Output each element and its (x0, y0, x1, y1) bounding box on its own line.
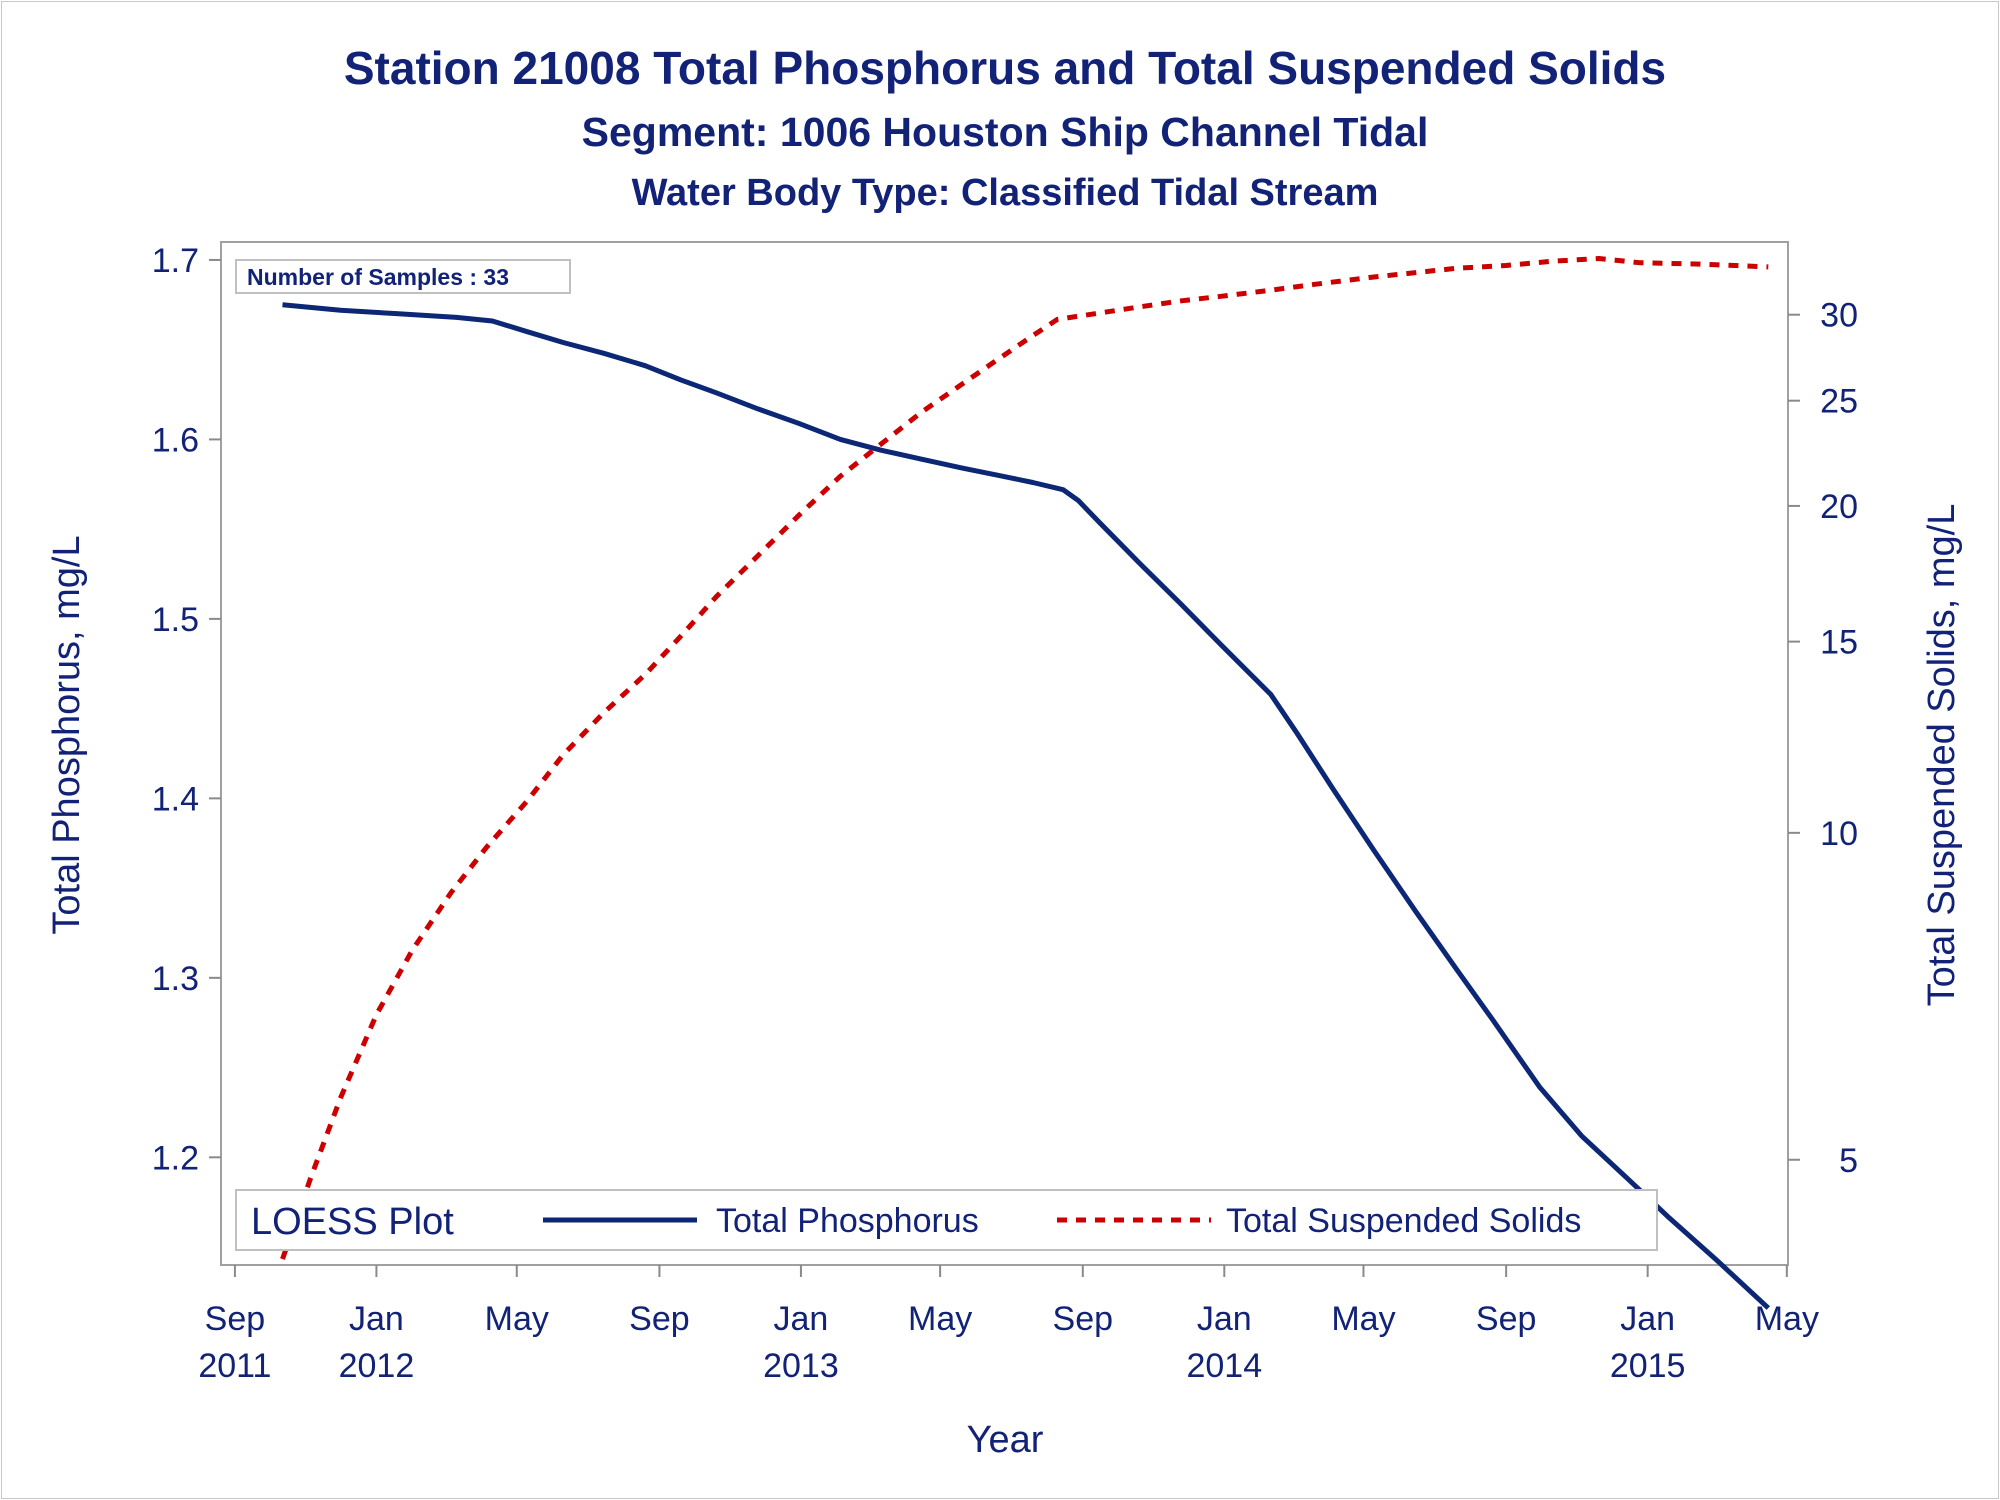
x-tick-label-year: 2011 (198, 1347, 271, 1385)
y-axis-label-left: Total Phosphorus, mg/L (46, 535, 88, 934)
y-tick-label-left: 1.6 (152, 421, 199, 459)
plot-area (220, 241, 1789, 1266)
legend-box (235, 1189, 1658, 1251)
chart-subtitle-water-body: Water Body Type: Classified Tidal Stream (632, 172, 1379, 214)
x-tick-label-year: 2012 (339, 1347, 415, 1385)
chart-subtitle-segment: Segment: 1006 Houston Ship Channel Tidal (582, 109, 1429, 155)
legend: LOESS Plot Total Phosphorus Total Suspen… (235, 1189, 1658, 1251)
series-line-total-suspended-solids (280, 256, 1769, 1260)
x-tick-label-month: Sep (1476, 1300, 1537, 1338)
y-tick-label-left: 1.5 (152, 601, 199, 639)
y-axis-label-right: Total Suspended Solids, mg/L (1921, 504, 1963, 1007)
legend-label-total-suspended-solids: Total Suspended Solids (1226, 1202, 1581, 1240)
x-tick-label-month: Jan (774, 1300, 829, 1338)
x-tick-label-month: Sep (205, 1300, 266, 1338)
legend-label-total-phosphorus: Total Phosphorus (716, 1202, 979, 1240)
y-tick-label-right: 10 (1820, 815, 1858, 853)
x-tick-label-year: 2015 (1610, 1347, 1686, 1385)
x-tick-label-month: May (1331, 1300, 1395, 1338)
y-tick-label-left: 1.2 (152, 1139, 199, 1177)
legend-title: LOESS Plot (251, 1201, 454, 1243)
x-tick-label-month: Jan (1197, 1300, 1252, 1338)
x-axis-label: Year (967, 1419, 1044, 1461)
y-tick-label-right: 30 (1820, 297, 1858, 335)
x-tick-label-month: Sep (629, 1300, 690, 1338)
sample-count-box (235, 259, 571, 294)
chart-marks: Sep 2011 Jan 2012 May Sep Jan 2013 May Sep Jan 2014… (152, 242, 1858, 1385)
y-tick-label-right: 5 (1839, 1142, 1858, 1180)
x-tick-label-month: May (908, 1300, 972, 1338)
x-tick-label-year: 2013 (763, 1347, 839, 1385)
y-tick-label-right: 25 (1820, 383, 1858, 421)
y-tick-label-left: 1.7 (152, 242, 199, 280)
series-line-total-phosphorus (282, 302, 1771, 1310)
x-tick-label-month: May (485, 1300, 549, 1338)
y-tick-label-left: 1.4 (152, 780, 199, 818)
y-tick-label-left: 1.3 (152, 960, 199, 998)
x-tick-label-month: Sep (1053, 1300, 1114, 1338)
x-tick-label-year: 2014 (1186, 1347, 1262, 1385)
sample-count-text: Number of Samples : 33 (247, 264, 509, 290)
y-tick-label-right: 15 (1820, 624, 1858, 662)
x-tick-label-month: Jan (349, 1300, 404, 1338)
x-tick-label-month: Jan (1620, 1300, 1675, 1338)
chart-title: Station 21008 Total Phosphorus and Total… (344, 42, 1666, 94)
y-tick-label-right: 20 (1820, 488, 1858, 526)
